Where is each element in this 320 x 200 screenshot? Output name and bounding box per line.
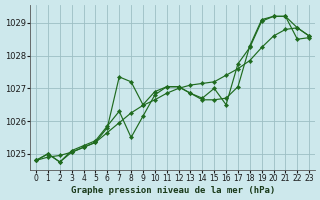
- X-axis label: Graphe pression niveau de la mer (hPa): Graphe pression niveau de la mer (hPa): [70, 186, 275, 195]
